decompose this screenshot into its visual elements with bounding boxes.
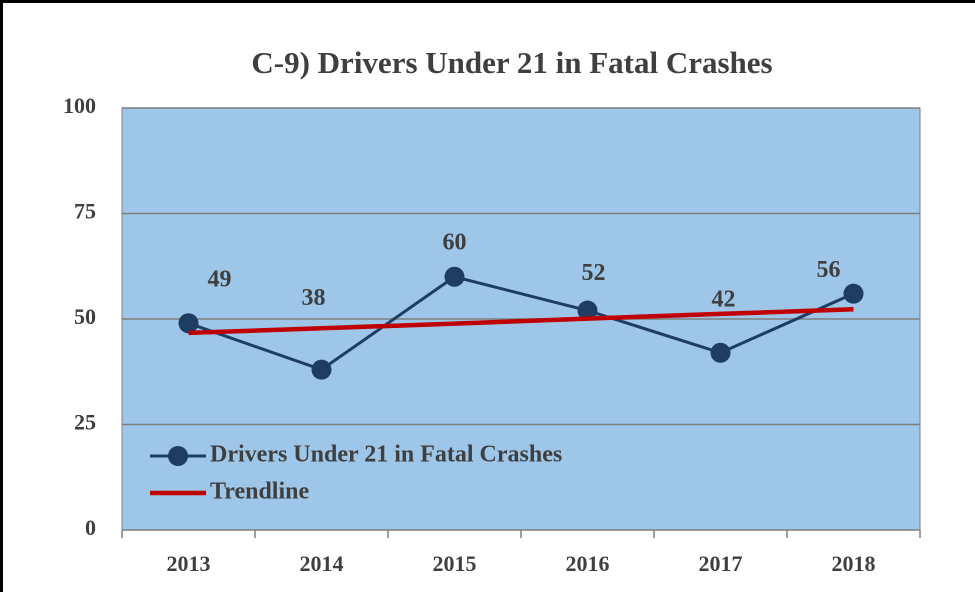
x-tick-label: 2015 (433, 551, 477, 576)
x-tick-label: 2014 (300, 551, 344, 576)
marker (445, 267, 465, 287)
x-tick-label: 2013 (167, 551, 211, 576)
y-tick-label: 0 (85, 515, 96, 540)
marker (312, 360, 332, 380)
x-tick-label: 2016 (566, 551, 610, 576)
legend-marker (168, 446, 188, 466)
data-label: 49 (208, 267, 232, 293)
x-tick-label: 2017 (699, 551, 743, 576)
marker (179, 313, 199, 333)
y-tick-label: 100 (63, 93, 96, 118)
legend-label: Trendline (210, 479, 309, 505)
data-label: 38 (302, 285, 326, 311)
marker (711, 343, 731, 363)
y-tick-label: 50 (74, 304, 96, 329)
marker (844, 284, 864, 304)
data-label: 42 (712, 286, 736, 312)
x-tick-label: 2018 (832, 551, 876, 576)
data-label: 56 (817, 257, 841, 283)
data-label: 52 (582, 260, 606, 286)
legend-label: Drivers Under 21 in Fatal Crashes (210, 442, 562, 468)
chart-title: C-9) Drivers Under 21 in Fatal Crashes (251, 45, 772, 80)
y-tick-label: 75 (74, 199, 96, 224)
data-label: 60 (443, 229, 467, 255)
y-tick-label: 25 (74, 410, 96, 435)
